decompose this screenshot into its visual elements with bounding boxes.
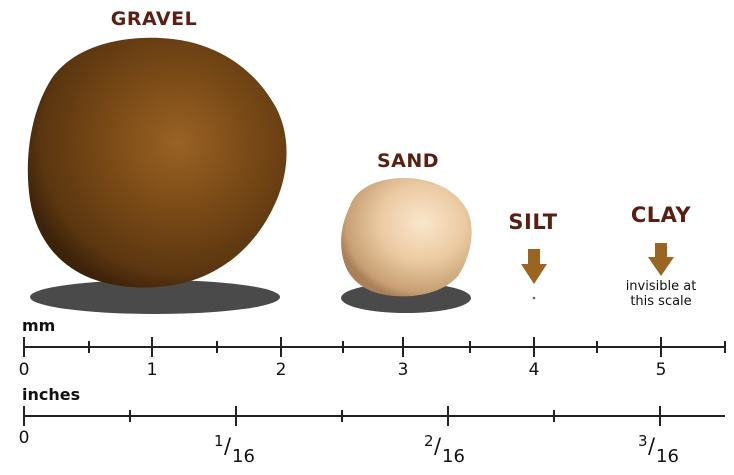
silt-speck [532,296,536,300]
gravel-label: GRAVEL [110,8,198,30]
mm-ruler [23,337,726,357]
silt-arrow-icon [521,249,547,284]
sand-label: SAND [376,150,440,172]
clay-label: CLAY [630,203,692,227]
mm-number-5: 5 [655,360,667,380]
fraction-numerator: 1 [214,432,224,450]
mm-number-3: 3 [397,360,409,380]
fraction-denominator: 16 [442,446,465,467]
mm-number-4: 4 [528,360,540,380]
fraction-numerator: 2 [424,432,434,450]
fraction-denominator: 16 [232,446,255,467]
silt-label: SILT [508,210,558,234]
gravel-grain [27,37,287,288]
inches-scale-label: inches [22,385,81,404]
clay-note-line1: invisible at [625,279,697,294]
sand-grain [341,178,472,297]
fraction-slash: / [224,434,232,458]
fraction-numerator: 3 [638,432,648,450]
gravel-shadow [30,280,280,314]
mm-number-1: 1 [146,360,158,380]
fraction-slash: / [648,434,656,458]
mm-scale-label: mm [22,316,56,335]
inch-ruler [23,406,725,426]
fraction-slash: / [434,434,442,458]
mm-number-0: 0 [18,360,30,380]
inch-number-0: 0 [18,428,30,448]
fraction-denominator: 16 [656,446,679,467]
clay-note-line2: this scale [630,294,692,309]
clay-note: invisible at this scale [626,279,697,309]
clay-arrow-icon [648,243,674,276]
mm-number-2: 2 [275,360,287,380]
